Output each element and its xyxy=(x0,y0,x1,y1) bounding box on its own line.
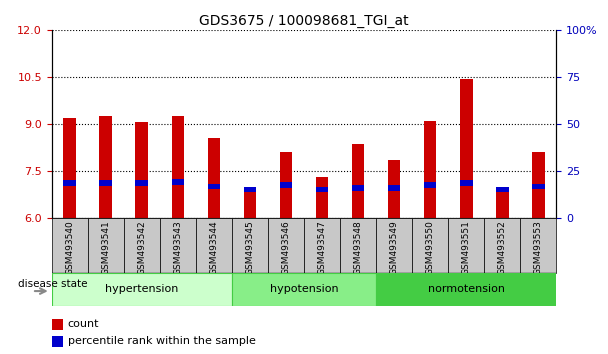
Bar xyxy=(63,181,76,186)
Bar xyxy=(88,218,124,273)
Bar xyxy=(100,181,112,186)
Text: normotension: normotension xyxy=(427,284,505,295)
Bar xyxy=(316,177,328,218)
Text: GSM493548: GSM493548 xyxy=(354,221,362,275)
Bar xyxy=(340,218,376,273)
Bar xyxy=(520,218,556,273)
Bar xyxy=(63,118,76,218)
Text: GSM493545: GSM493545 xyxy=(246,221,254,275)
Bar xyxy=(496,187,508,192)
Text: GSM493553: GSM493553 xyxy=(534,221,543,275)
Text: GSM493552: GSM493552 xyxy=(498,221,506,275)
Bar xyxy=(448,218,484,273)
Bar xyxy=(124,218,160,273)
Text: GSM493550: GSM493550 xyxy=(426,221,435,275)
Text: GSM493549: GSM493549 xyxy=(390,221,399,275)
Bar xyxy=(280,152,292,218)
Bar xyxy=(532,152,545,218)
Text: hypertension: hypertension xyxy=(105,284,179,295)
Text: GSM493542: GSM493542 xyxy=(137,221,147,275)
Title: GDS3675 / 100098681_TGI_at: GDS3675 / 100098681_TGI_at xyxy=(199,14,409,28)
Text: count: count xyxy=(68,319,99,329)
Bar xyxy=(388,160,401,218)
Bar xyxy=(352,144,364,218)
Bar xyxy=(460,79,472,218)
Text: percentile rank within the sample: percentile rank within the sample xyxy=(68,336,256,346)
Bar xyxy=(376,273,556,306)
Bar xyxy=(52,319,63,330)
Bar xyxy=(484,218,520,273)
Bar xyxy=(388,185,401,191)
Bar xyxy=(304,218,340,273)
Bar xyxy=(160,218,196,273)
Bar xyxy=(171,179,184,184)
Bar xyxy=(232,273,376,306)
Bar xyxy=(244,191,256,218)
Bar xyxy=(232,218,268,273)
Bar xyxy=(244,187,256,192)
Text: GSM493544: GSM493544 xyxy=(209,221,218,275)
Bar xyxy=(316,187,328,192)
Text: disease state: disease state xyxy=(18,279,88,289)
Bar xyxy=(171,116,184,218)
Bar xyxy=(136,122,148,218)
Text: hypotension: hypotension xyxy=(270,284,338,295)
Bar xyxy=(532,184,545,189)
Text: GSM493551: GSM493551 xyxy=(461,221,471,275)
Bar xyxy=(52,336,63,347)
Bar xyxy=(196,218,232,273)
Bar xyxy=(100,116,112,218)
Bar xyxy=(52,273,232,306)
Bar xyxy=(424,121,437,218)
Bar xyxy=(207,184,220,189)
Text: GSM493543: GSM493543 xyxy=(173,221,182,275)
Text: GSM493540: GSM493540 xyxy=(65,221,74,275)
Bar xyxy=(280,182,292,188)
Bar xyxy=(207,138,220,218)
Bar xyxy=(424,182,437,188)
Bar xyxy=(352,185,364,191)
Bar xyxy=(52,218,88,273)
Text: GSM493547: GSM493547 xyxy=(317,221,326,275)
Text: GSM493546: GSM493546 xyxy=(282,221,291,275)
Bar xyxy=(460,181,472,186)
Bar xyxy=(136,181,148,186)
Bar xyxy=(496,191,508,218)
Bar xyxy=(268,218,304,273)
Bar xyxy=(376,218,412,273)
Text: GSM493541: GSM493541 xyxy=(102,221,110,275)
Bar xyxy=(412,218,448,273)
